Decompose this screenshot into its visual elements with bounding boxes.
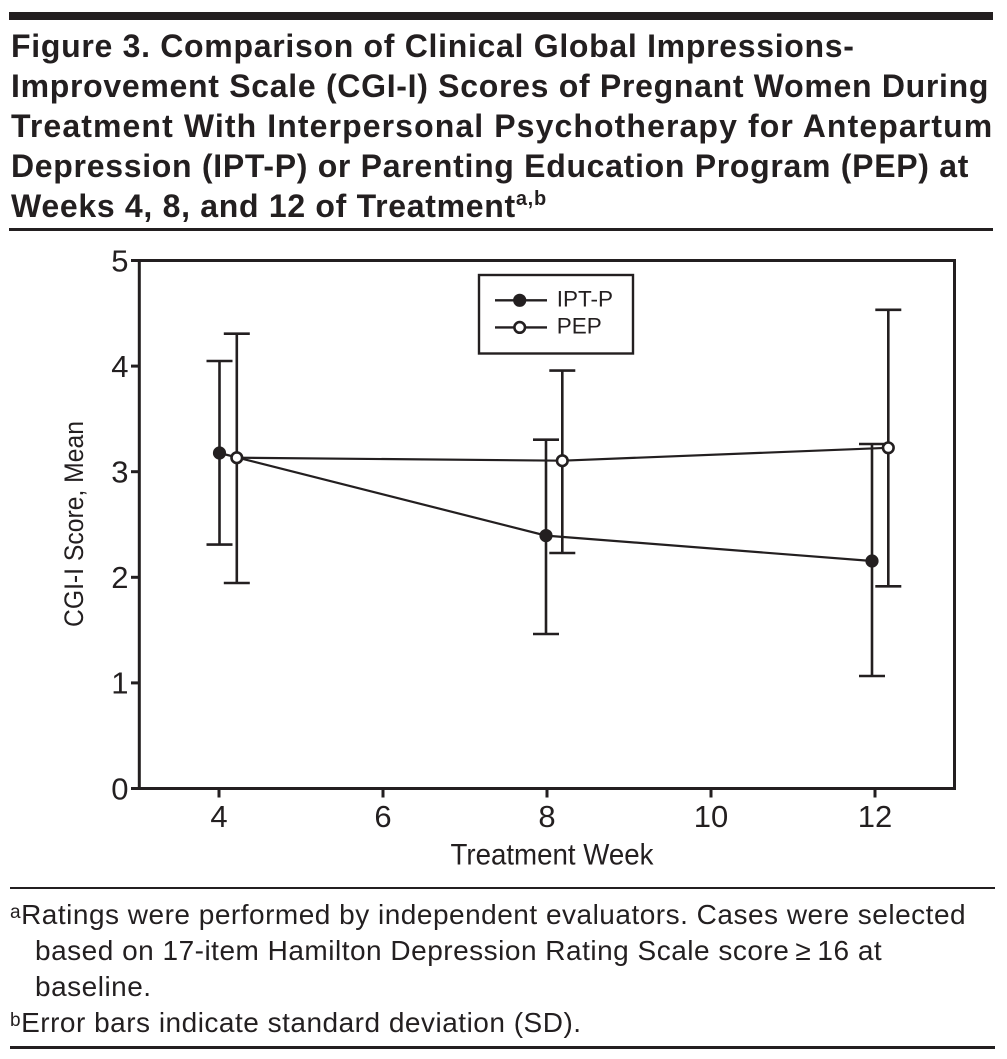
svg-text:PEP: PEP xyxy=(557,314,602,339)
svg-text:IPT-P: IPT-P xyxy=(557,287,613,312)
svg-text:0: 0 xyxy=(111,771,128,806)
svg-text:12: 12 xyxy=(858,799,892,834)
svg-text:6: 6 xyxy=(374,799,391,834)
svg-text:Treatment Week: Treatment Week xyxy=(451,838,654,871)
svg-text:4: 4 xyxy=(111,349,128,384)
svg-text:1: 1 xyxy=(111,666,128,701)
svg-text:4: 4 xyxy=(210,799,227,834)
svg-text:3: 3 xyxy=(111,455,128,490)
svg-text:2: 2 xyxy=(111,560,128,595)
svg-text:8: 8 xyxy=(538,799,555,834)
svg-text:5: 5 xyxy=(111,243,128,278)
svg-text:CGI-I Score, Mean: CGI-I Score, Mean xyxy=(59,421,89,627)
svg-text:10: 10 xyxy=(694,799,728,834)
